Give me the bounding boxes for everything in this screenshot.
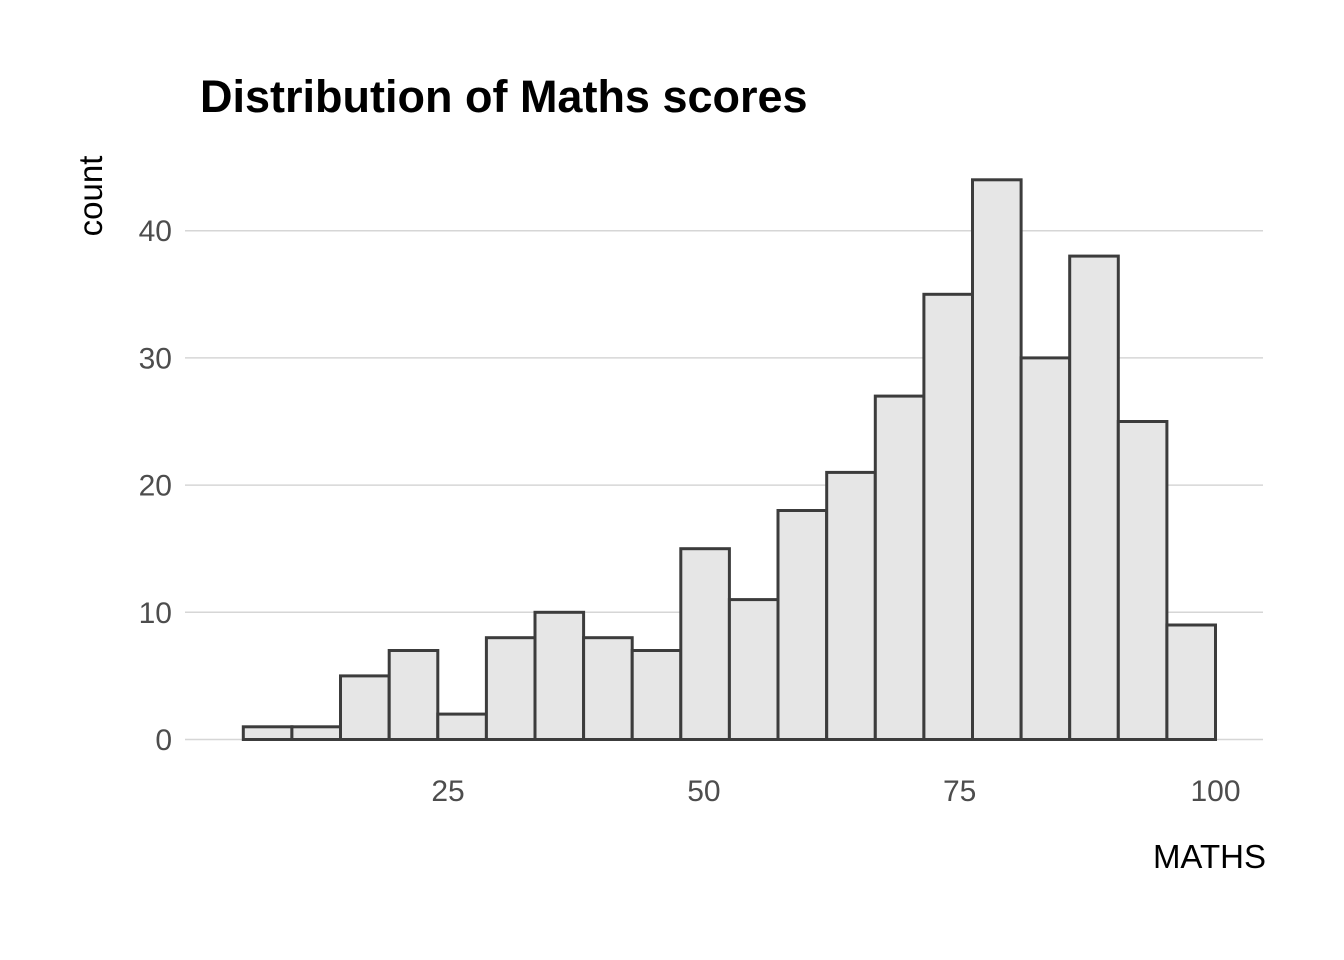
histogram-bar [630,649,683,741]
y-tick-label: 0 [155,724,172,757]
histogram-bar [533,610,586,741]
chart-title: Distribution of Maths scores [200,71,808,122]
histogram-bar [873,394,926,741]
histogram-bar [825,470,877,741]
histogram-bar [922,292,975,741]
histogram-bar [1116,420,1169,741]
histogram-bar [241,725,294,741]
histogram-bar [1165,623,1218,741]
x-tick-label: 25 [431,775,464,808]
histogram-bars [241,178,1218,742]
y-tick-label: 20 [139,470,172,503]
x-axis-title: MATHS [1153,838,1266,875]
histogram-bar [1068,254,1120,741]
y-tick-label: 30 [139,342,172,375]
histogram-bar [679,547,731,742]
histogram-bar [290,725,342,741]
histogram-bar [436,712,488,741]
histogram-bar [484,636,537,742]
histogram-bar [1019,356,1072,741]
y-axis-tick-labels: 0 10 20 30 40 [139,215,172,757]
y-tick-label: 10 [139,597,172,630]
histogram-bar [776,509,829,741]
histogram-bar [582,636,634,742]
y-axis-title: count [72,156,109,237]
x-axis-tick-labels: 25 50 75 100 [431,775,1240,808]
histogram-bar [339,674,391,742]
x-tick-label: 100 [1190,775,1240,808]
histogram-bar [727,598,780,741]
histogram-bar [387,649,440,741]
x-tick-label: 50 [687,775,720,808]
y-tick-label: 40 [139,215,172,248]
histogram-bar [971,178,1023,742]
x-tick-label: 75 [943,775,976,808]
